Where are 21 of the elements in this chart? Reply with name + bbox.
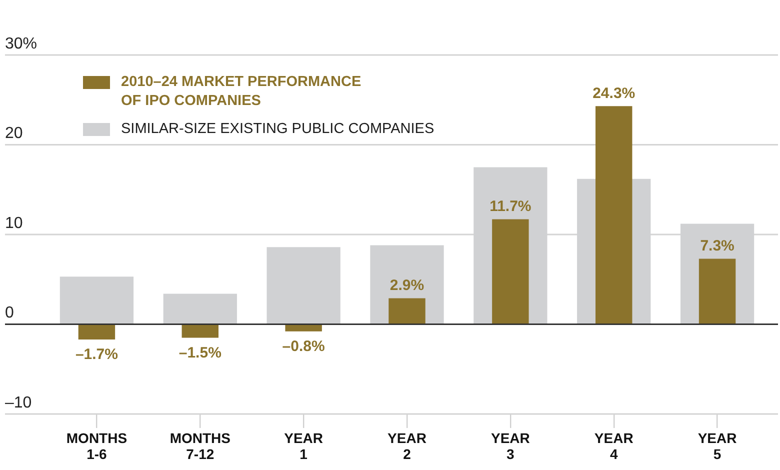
legend-label: SIMILAR-SIZE EXISTING PUBLIC COMPANIES (121, 120, 434, 139)
data-label: –0.8% (282, 338, 325, 356)
x-tick-label: YEAR 4 (594, 430, 634, 462)
x-tick-label: YEAR 1 (284, 430, 324, 462)
y-tick-label: –10 (5, 394, 32, 412)
x-tick-label: MONTHS 7-12 (170, 430, 230, 462)
x-tick-label: YEAR 3 (490, 430, 530, 462)
x-tick-label: MONTHS 1-6 (66, 430, 128, 462)
x-tick-label: YEAR 2 (388, 430, 426, 462)
data-label: 24.3% (592, 84, 636, 102)
y-tick-label: 10 (5, 214, 23, 232)
data-label: 2.9% (390, 276, 424, 294)
data-label: 7.3% (700, 237, 734, 254)
data-label: –1.5% (178, 344, 222, 362)
y-tick-label: 20 (5, 125, 23, 142)
y-tick-label: 0 (5, 304, 14, 322)
x-tick-label: YEAR 5 (698, 430, 737, 462)
data-label: –1.7% (75, 346, 118, 364)
legend-label: 2010–24 MARKET PERFORMANCE OF IPO COMPANIES (121, 73, 362, 111)
data-label: 11.7% (490, 198, 532, 215)
y-tick-label: 30% (5, 35, 38, 52)
